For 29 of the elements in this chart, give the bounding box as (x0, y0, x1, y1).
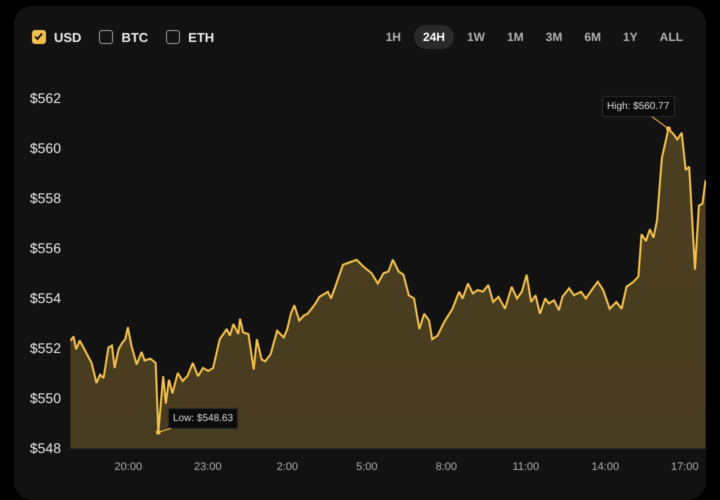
text: 1H (384, 29, 402, 46)
y-tick-label: $554 (30, 290, 62, 306)
text: ETH (188, 30, 214, 44)
text: 3M (544, 29, 564, 46)
x-tick-label: 8:00 (436, 461, 458, 474)
y-tick-label: $558 (30, 190, 62, 206)
y-tick-label: $560 (30, 140, 62, 156)
x-tick-label: 23:00 (194, 461, 222, 474)
text: 6M (583, 29, 602, 46)
text: 1Y (622, 29, 639, 46)
y-tick-label: $556 (30, 240, 62, 256)
text: 1M (506, 29, 525, 46)
y-tick-label: $552 (30, 340, 62, 356)
x-tick-label: 2:00 (276, 461, 298, 474)
x-tick-label: 20:00 (114, 461, 142, 474)
x-tick-label: 11:00 (512, 461, 540, 474)
x-tick-label: 5:00 (356, 461, 378, 474)
annotation: Low: $548.63 (173, 413, 234, 424)
legend-label: USD (54, 30, 82, 44)
x-tick-label: 17:00 (671, 461, 699, 474)
text: BTC (121, 30, 148, 44)
text: 1W (466, 29, 486, 46)
x-tick-label: 14:00 (592, 461, 620, 474)
text: ALL (658, 29, 684, 46)
y-tick-label: $548 (30, 440, 62, 456)
y-tick-label: $562 (30, 90, 62, 106)
y-tick-label: $550 (30, 390, 62, 406)
annotation: High: $560.77 (607, 101, 670, 112)
text: 24H (414, 25, 454, 49)
